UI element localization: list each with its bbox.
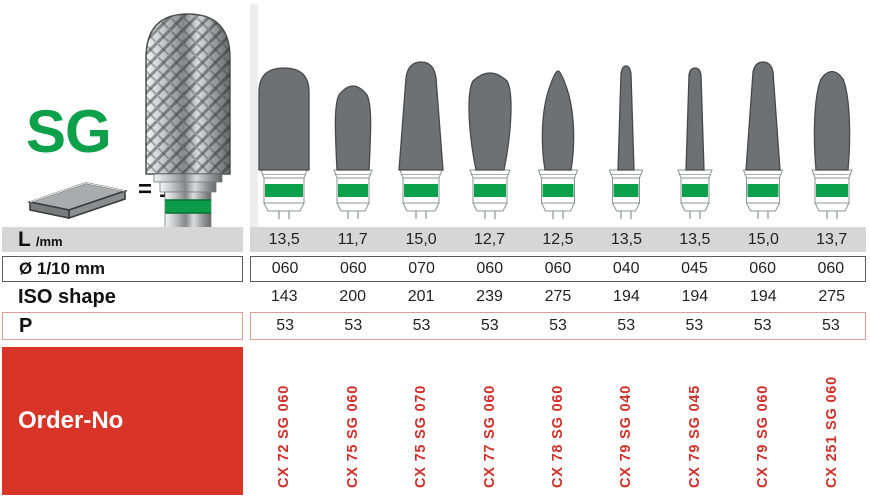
value-cell-iso: 275 — [818, 288, 846, 305]
value-cell-d: 060 — [749, 260, 776, 277]
row-iso-label: ISO shape — [2, 284, 243, 310]
value-cell-l: 13,5 — [679, 230, 711, 248]
order-number: CX 251 SG 060 — [823, 376, 840, 488]
row-p-label: P — [2, 312, 243, 340]
value-cell-iso: 194 — [749, 288, 777, 305]
value-cell-l: 15,0 — [405, 230, 437, 248]
bur-figures — [250, 48, 866, 228]
value-cell-iso: 275 — [544, 288, 572, 305]
value-cell-d: 060 — [544, 260, 572, 277]
value-cell-p: 53 — [480, 317, 499, 334]
row-length: L /mm 13,5 11,7 15,0 12,7 12,5 13,5 13,5 15,0 13… — [0, 227, 870, 252]
value-cell-d: 045 — [681, 260, 708, 277]
series-title: SG — [26, 98, 112, 165]
value-cell-p: 53 — [617, 317, 636, 334]
length-label: L — [18, 227, 31, 251]
value-cell-p: 53 — [344, 317, 363, 334]
row-length-label: L /mm — [2, 227, 243, 252]
photo-edge-shade — [250, 4, 258, 228]
order-no-block: Order-No — [2, 347, 243, 495]
quantity-slab-icon — [26, 182, 129, 220]
bur-figure-flame-large — [798, 48, 866, 228]
bur-figure-taper-round — [729, 48, 797, 228]
row-diameter-label: Ø 1/10 mm — [2, 256, 243, 282]
values-iso: 143 200 201 239 275 194 194 194 275 — [250, 284, 866, 310]
order-no-label: Order-No — [18, 407, 124, 434]
value-cell-l: 13,7 — [816, 230, 848, 248]
bur-figure-taper-slim-narrow — [592, 48, 660, 228]
order-number-cell: CX 79 SG 040 — [592, 347, 660, 495]
p-label: P — [19, 314, 33, 337]
order-number-cell: CX 78 SG 060 — [524, 347, 592, 495]
value-cell-l: 13,5 — [268, 230, 300, 248]
bur-figure-cylinder-round — [250, 48, 318, 228]
value-cell-iso: 239 — [476, 288, 503, 305]
bur-figure-egg — [455, 48, 523, 228]
values-d: 060 060 070 060 060 040 045 060 060 — [250, 256, 866, 282]
value-cell-l: 12,7 — [473, 230, 506, 248]
diameter-label: Ø 1/10 mm — [19, 259, 105, 278]
bur-figure-cone-round-wide — [387, 48, 455, 228]
value-cell-d: 060 — [271, 260, 299, 277]
value-cell-l: 13,5 — [610, 230, 642, 248]
values-p: 53 53 53 53 53 53 53 53 53 — [250, 312, 866, 340]
bur-figure-bud — [318, 48, 386, 228]
order-number-cell: CX 79 SG 060 — [729, 347, 797, 495]
order-numbers: CX 72 SG 060 CX 75 SG 060 CX 75 SG 070 CX 7… — [250, 347, 866, 495]
values-l: 13,5 11,7 15,0 12,7 12,5 13,5 13,5 15,0 13,7 — [250, 227, 866, 252]
value-cell-d: 060 — [817, 260, 845, 277]
value-cell-iso: 200 — [339, 288, 366, 305]
order-number-cell: CX 77 SG 060 — [455, 347, 523, 495]
order-number: CX 72 SG 060 — [276, 384, 293, 488]
value-cell-d: 060 — [476, 260, 504, 277]
value-cell-iso: 201 — [407, 288, 435, 305]
value-cell-iso: 194 — [681, 288, 709, 305]
order-number-cell: CX 79 SG 045 — [661, 347, 729, 495]
value-cell-p: 53 — [821, 317, 840, 334]
bur-figure-flame — [524, 48, 592, 228]
value-cell-d: 040 — [612, 260, 640, 277]
order-number-cell: CX 75 SG 060 — [318, 347, 386, 495]
row-iso: ISO shape 143 200 201 239 275 194 194 194 275 — [0, 284, 870, 310]
value-cell-iso: 194 — [613, 288, 640, 305]
order-number-cell: CX 75 SG 070 — [387, 347, 455, 495]
value-cell-p: 53 — [412, 317, 431, 334]
value-cell-p: 53 — [753, 317, 772, 334]
value-cell-l: 12,5 — [542, 230, 574, 248]
order-number: CX 79 SG 060 — [755, 384, 772, 488]
value-cell-p: 53 — [549, 317, 567, 334]
value-cell-iso: 143 — [270, 288, 298, 305]
order-number: CX 75 SG 070 — [413, 384, 430, 488]
bur-figure-taper-slim — [661, 48, 729, 228]
value-cell-d: 060 — [339, 260, 367, 277]
order-number: CX 79 SG 040 — [618, 384, 635, 488]
order-number: CX 79 SG 045 — [686, 384, 703, 488]
order-number: CX 77 SG 060 — [481, 384, 498, 488]
order-number: CX 75 SG 060 — [344, 384, 361, 488]
row-diameter: Ø 1/10 mm 060 060 070 060 060 040 045 060 060 — [0, 256, 870, 282]
order-number-cell: CX 251 SG 060 — [798, 347, 866, 495]
value-cell-l: 15,0 — [747, 230, 779, 248]
bur-photo — [145, 4, 258, 228]
iso-label: ISO shape — [18, 285, 116, 308]
value-cell-d: 070 — [408, 260, 435, 277]
value-cell-p: 53 — [276, 317, 294, 334]
order-number-cell: CX 72 SG 060 — [250, 347, 318, 495]
row-p: P 53 53 53 53 53 53 53 53 53 — [0, 312, 870, 340]
length-unit: /mm — [35, 234, 63, 249]
value-cell-l: 11,7 — [337, 230, 368, 248]
order-number: CX 78 SG 060 — [549, 384, 566, 488]
value-cell-p: 53 — [685, 317, 704, 334]
